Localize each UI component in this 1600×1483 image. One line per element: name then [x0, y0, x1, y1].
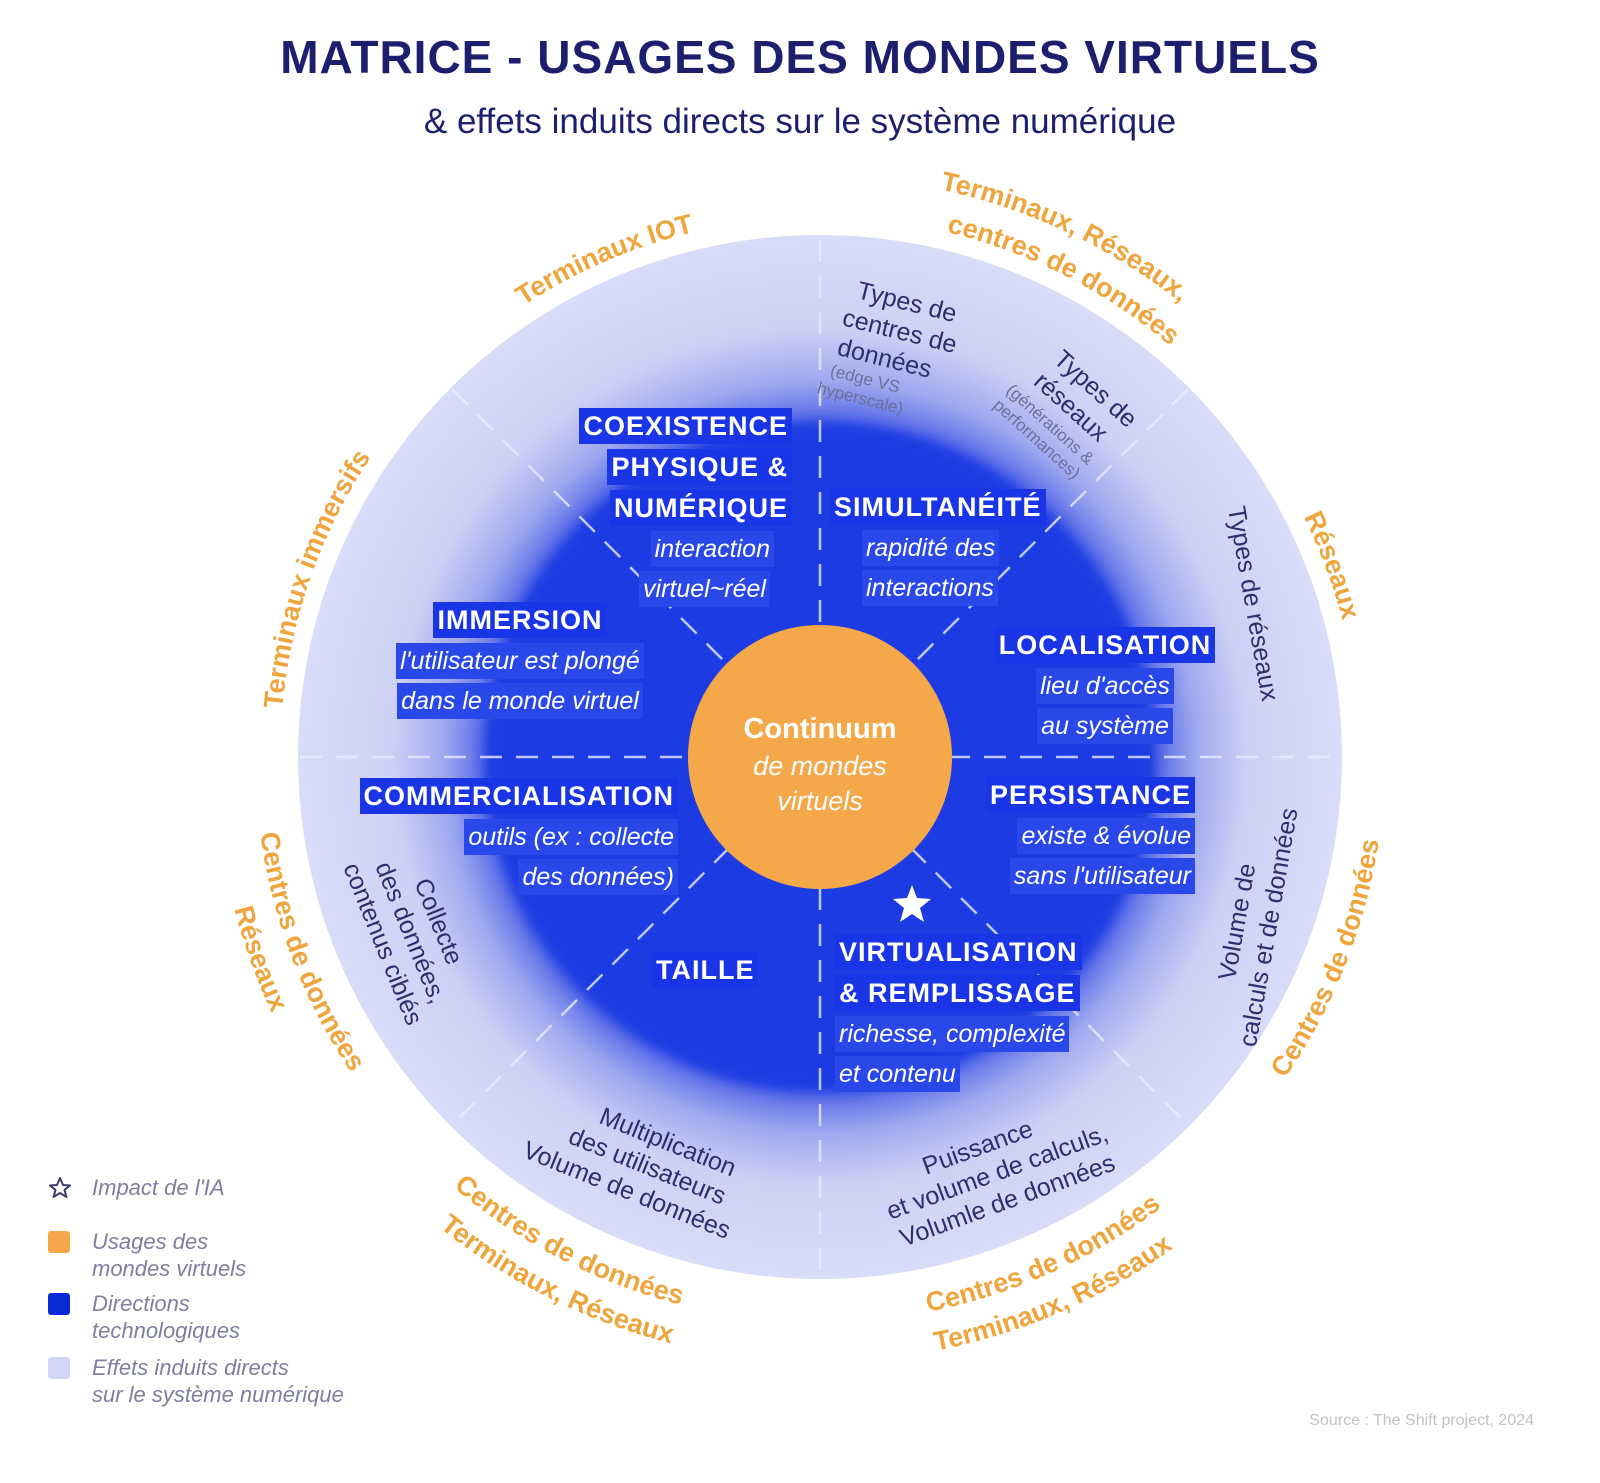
direction-virtualisation: VIRTUALISATION & REMPLISSAGE richesse, c…: [835, 934, 1082, 1096]
ai-impact-star-icon: [893, 885, 931, 922]
direction-heading: LOCALISATION: [994, 627, 1216, 663]
direction-subtitle: rapidité des: [862, 530, 1000, 566]
direction-heading: NUMÉRIQUE: [609, 490, 792, 526]
legend-directions: Directions technologiques: [48, 1290, 240, 1344]
direction-heading: & REMPLISSAGE: [835, 975, 1080, 1011]
direction-subtitle: dans le monde virtuel: [397, 683, 643, 719]
direction-commercialisation: COMMERCIALISATION outils (ex : collecte …: [359, 778, 678, 899]
direction-localisation: LOCALISATION lieu d'accès au système: [970, 627, 1240, 748]
center-title: Continuum: [743, 713, 896, 745]
star-outline-icon: [49, 1177, 71, 1198]
direction-heading: TAILLE: [652, 952, 759, 988]
direction-immersion: IMMERSION l'utilisateur est plongé dans …: [360, 602, 680, 723]
orange-swatch: [48, 1231, 70, 1253]
legend-effets: Effets induits directs sur le système nu…: [48, 1354, 344, 1408]
direction-heading: PHYSIQUE &: [607, 449, 792, 485]
main-title: MATRICE - USAGES DES MONDES VIRTUELS: [280, 31, 1320, 83]
direction-subtitle: lieu d'accès: [1036, 668, 1174, 704]
legend-label: Effets induits directs: [92, 1355, 289, 1380]
legend-label: Usages des: [92, 1229, 209, 1254]
legend-label: sur le système numérique: [92, 1382, 344, 1407]
legend-label: Impact de l'IA: [92, 1175, 225, 1200]
usages-center-circle: [688, 625, 952, 889]
direction-heading: COEXISTENCE: [579, 408, 792, 444]
direction-subtitle: outils (ex : collecte: [464, 819, 678, 855]
direction-heading: COMMERCIALISATION: [359, 778, 678, 814]
legend-label: mondes virtuels: [92, 1256, 247, 1281]
direction-subtitle: interactions: [862, 570, 998, 606]
direction-heading: PERSISTANCE: [985, 777, 1195, 813]
blue-swatch: [48, 1293, 70, 1315]
direction-heading: SIMULTANÉITÉ: [830, 489, 1046, 525]
direction-subtitle: interaction: [650, 531, 774, 567]
legend-label: Directions: [92, 1291, 190, 1316]
direction-subtitle: existe & évolue: [1017, 818, 1195, 854]
legend-label: technologiques: [92, 1318, 241, 1343]
direction-coexistence: COEXISTENCE PHYSIQUE & NUMÉRIQUE interac…: [579, 408, 792, 611]
direction-taille: TAILLE: [652, 952, 759, 993]
legend-impact: Impact de l'IA: [48, 1174, 225, 1201]
direction-subtitle: et contenu: [835, 1056, 960, 1092]
direction-persistance: PERSISTANCE existe & évolue sans l'utili…: [985, 777, 1195, 898]
source-credit: Source : The Shift project, 2024: [1309, 1412, 1534, 1429]
direction-subtitle: richesse, complexité: [835, 1016, 1070, 1052]
direction-subtitle: des données): [518, 859, 678, 895]
direction-heading: IMMERSION: [433, 602, 607, 638]
subtitle: & effets induits directs sur le système …: [423, 102, 1177, 141]
direction-subtitle: l'utilisateur est plongé: [396, 643, 644, 679]
direction-subtitle: sans l'utilisateur: [1009, 858, 1195, 894]
legend-usages: Usages des mondes virtuels: [48, 1228, 246, 1282]
effect-collecte: Collecte des données, contenus ciblés: [337, 858, 468, 1029]
center-line2: de mondes: [753, 751, 887, 781]
direction-heading: VIRTUALISATION: [835, 934, 1082, 970]
center-line3: virtuels: [777, 786, 863, 816]
light-blue-swatch: [48, 1357, 70, 1379]
direction-subtitle: virtuel~réel: [639, 571, 770, 607]
direction-simultaneite: SIMULTANÉITÉ rapidité des interactions: [830, 489, 1046, 610]
direction-subtitle: au système: [1037, 708, 1173, 744]
